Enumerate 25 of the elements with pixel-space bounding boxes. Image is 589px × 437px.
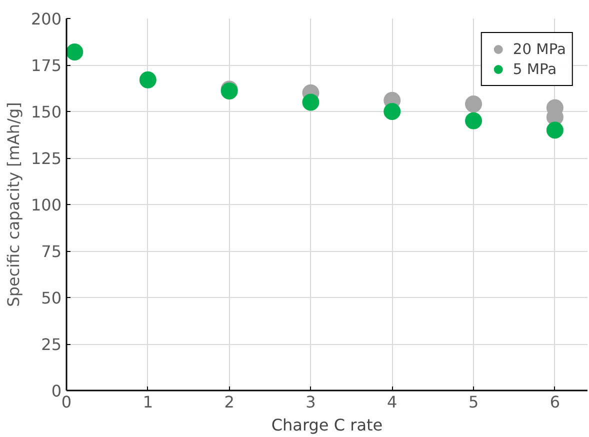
point: [302, 94, 320, 111]
y-tick-label: 200: [30, 10, 62, 28]
x-tick-label: 2: [224, 392, 234, 412]
y-tick-label: 150: [30, 102, 62, 122]
y-tick-label: 25: [41, 335, 62, 354]
point: [139, 71, 156, 88]
point: [465, 112, 482, 130]
y-tick-label: 175: [30, 56, 62, 75]
x-tick-label: 4: [387, 392, 398, 412]
y-tick-label: 75: [41, 242, 62, 261]
point: [546, 122, 564, 139]
point: [465, 96, 482, 113]
x-tick-label: 1: [142, 392, 154, 412]
y-tick-label: 50: [41, 288, 62, 308]
legend-label: 20 MPa: [512, 40, 566, 58]
y-tick-label: 125: [30, 149, 62, 168]
x-tick-label: 5: [468, 392, 479, 412]
legend-label: 5 MPa: [512, 60, 557, 78]
point: [66, 43, 84, 60]
y-tick-label: 100: [30, 196, 62, 214]
x-axis-title: Charge C rate: [271, 416, 383, 434]
x-tick-label: 3: [306, 392, 316, 412]
point: [384, 103, 401, 120]
x-tick-label: 6: [550, 392, 560, 412]
y-axis-title: Specific capacity [mAh/g]: [4, 102, 23, 307]
